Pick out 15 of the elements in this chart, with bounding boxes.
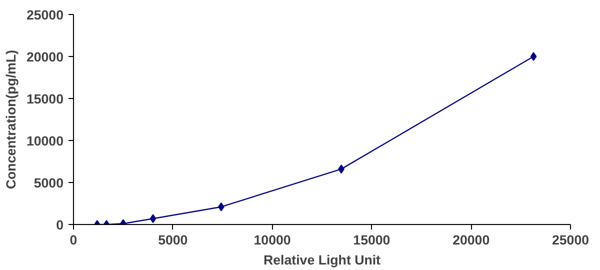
y-tick-label: 15000	[26, 92, 64, 106]
x-tick-label: 25000	[552, 232, 590, 248]
point	[530, 52, 537, 61]
x-tick-label: 20000	[452, 232, 490, 248]
x-tick-label: 10000	[254, 232, 291, 248]
x-axis-title: Relative Light Unit	[264, 252, 382, 268]
y-tick-label: 0	[56, 218, 64, 232]
x-tick-label: 5000	[158, 232, 188, 248]
y-tick-label: 5000	[34, 176, 64, 190]
y-axis-title: Concentration(pg/mL)	[3, 50, 18, 190]
y-tick-label: 25000	[26, 8, 64, 22]
y-tick-label: 20000	[26, 50, 64, 64]
x-tick-label: 15000	[353, 232, 390, 248]
y-tick-label: 10000	[26, 134, 64, 148]
x-tick-label: 0	[70, 232, 78, 248]
